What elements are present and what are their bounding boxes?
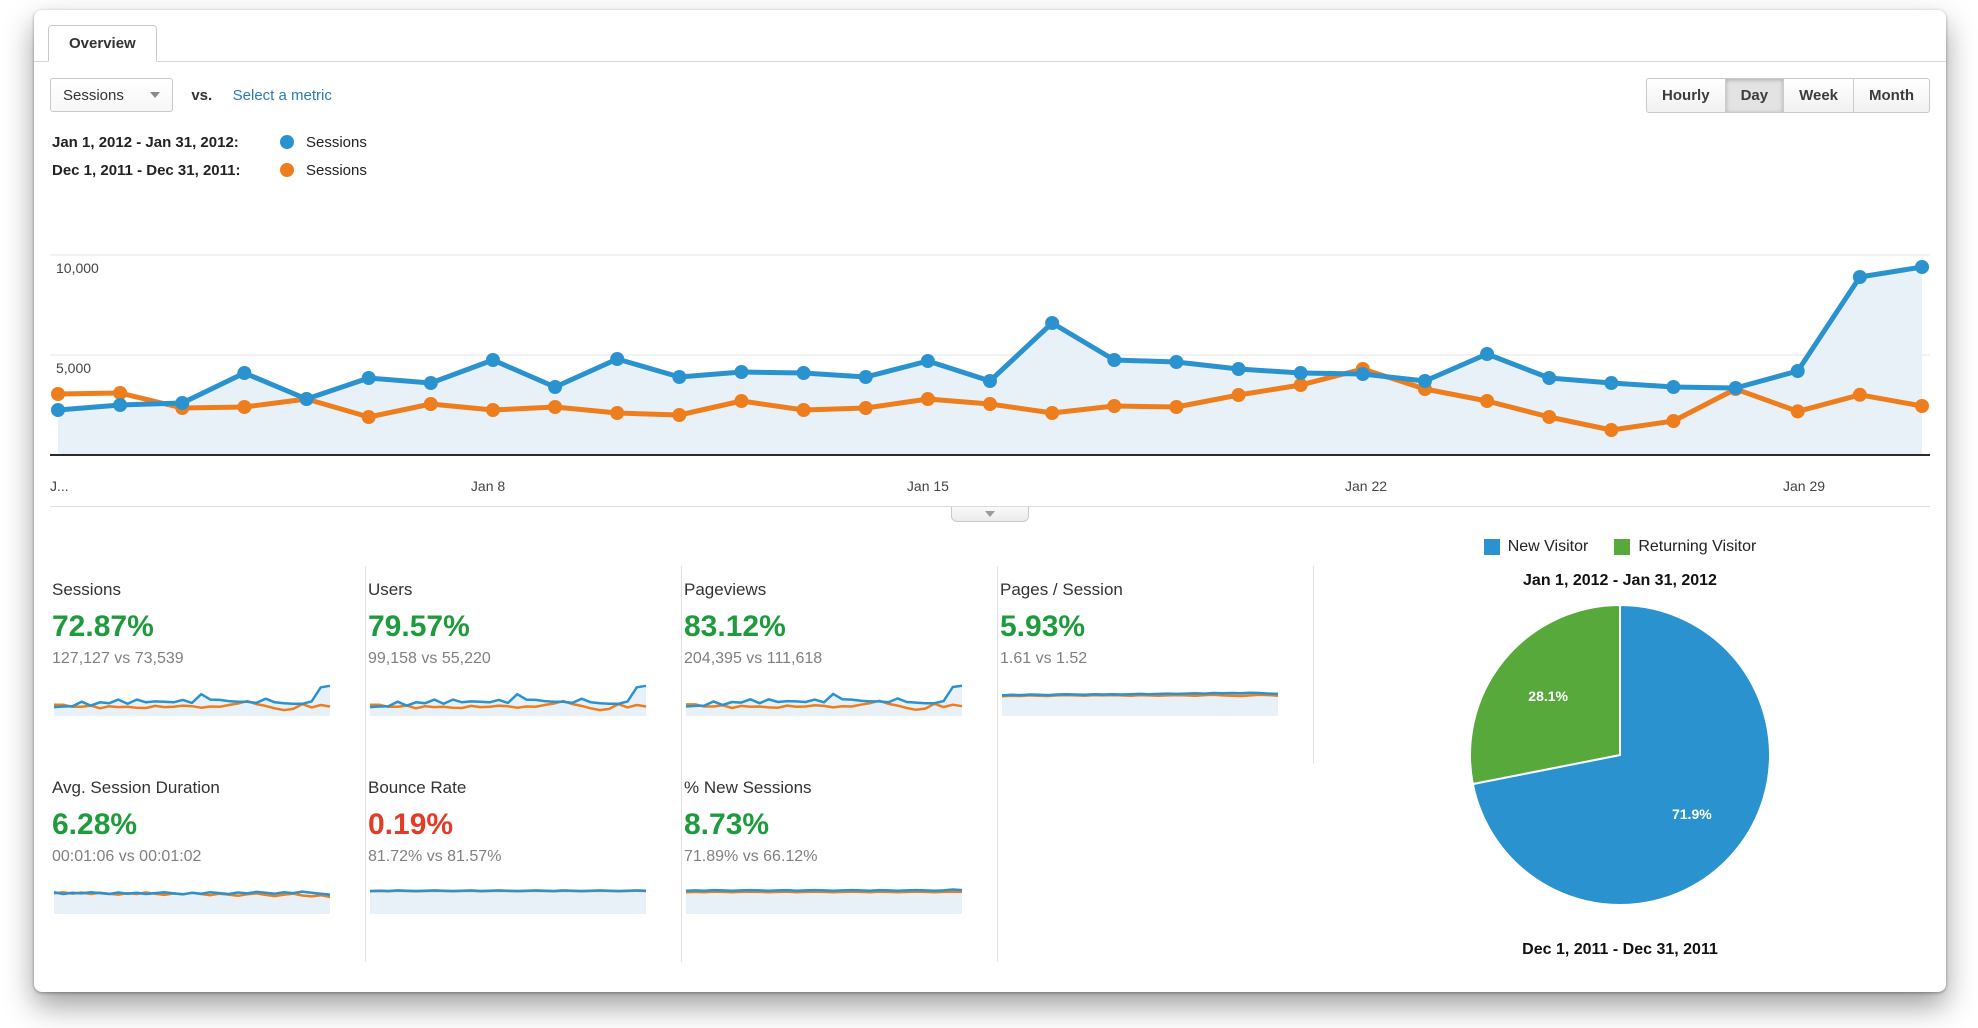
metric-change: 5.93% bbox=[1000, 610, 1086, 643]
sessions-timeseries-chart[interactable]: 5,000 10,000 bbox=[50, 240, 1930, 472]
visitor-type-section: New Visitor Returning Visitor Jan 1, 201… bbox=[1364, 538, 1876, 959]
metric-card-pages-session[interactable]: Pages / Session 5.93% 1.61 vs 1.52 bbox=[998, 566, 1314, 764]
metric-card-sessions[interactable]: Sessions 72.87% 127,127 vs 73,539 bbox=[50, 566, 366, 764]
metric-card-bounce-rate[interactable]: Bounce Rate 0.19% 81.72% vs 81.57% bbox=[366, 764, 682, 962]
metric-label: Users bbox=[368, 580, 413, 599]
legend-dot-current bbox=[280, 135, 294, 149]
metric-label: Pageviews bbox=[684, 580, 767, 599]
tab-bar: Overview bbox=[34, 24, 1946, 62]
pie-date-range-bottom: Dec 1, 2011 - Dec 31, 2011 bbox=[1522, 941, 1718, 958]
metric-detail: 127,127 vs 73,539 bbox=[52, 650, 184, 667]
x-tick-jan29: Jan 29 bbox=[1783, 478, 1826, 494]
metric-detail: 00:01:06 vs 00:01:02 bbox=[52, 848, 202, 865]
sparkline-bounce-rate bbox=[369, 889, 647, 914]
granularity-hourly-button[interactable]: Hourly bbox=[1647, 79, 1725, 112]
metric-change: 0.19% bbox=[368, 808, 454, 841]
sparkline-new-sessions bbox=[685, 888, 963, 914]
sparkline-pages-session bbox=[1001, 691, 1279, 716]
pie-legend-new-visitor: New Visitor bbox=[1483, 538, 1589, 556]
granularity-month-button[interactable]: Month bbox=[1853, 79, 1929, 112]
pie-date-range-top: Jan 1, 2012 - Jan 31, 2012 bbox=[1523, 572, 1717, 589]
chart-legend: Jan 1, 2012 - Jan 31, 2012: Sessions Dec… bbox=[52, 128, 367, 184]
legend-swatch-returning-visitor bbox=[1614, 539, 1631, 555]
x-tick-jan22: Jan 22 bbox=[1344, 478, 1388, 494]
metric-selector-dropdown[interactable]: Sessions bbox=[50, 78, 173, 112]
vs-label: vs. bbox=[191, 86, 213, 104]
chevron-down-icon bbox=[985, 511, 995, 517]
legend-row-current: Jan 1, 2012 - Jan 31, 2012: Sessions bbox=[52, 128, 367, 156]
metric-card-users[interactable]: Users 79.57% 99,158 vs 55,220 bbox=[366, 566, 682, 764]
select-a-metric-link[interactable]: Select a metric bbox=[232, 86, 332, 104]
sparkline-users bbox=[369, 684, 647, 716]
chevron-down-icon bbox=[149, 92, 160, 98]
collapse-handle[interactable] bbox=[951, 507, 1029, 522]
tab-overview[interactable]: Overview bbox=[48, 25, 157, 62]
overview-panel: Overview Sessions vs. Select a metric Ho… bbox=[34, 10, 1946, 992]
x-tick-jan15: Jan 15 bbox=[906, 478, 949, 494]
granularity-switcher: Hourly Day Week Month bbox=[1646, 78, 1930, 113]
metric-card-avg-session-duration[interactable]: Avg. Session Duration 6.28% 00:01:06 vs … bbox=[50, 764, 366, 962]
sparkline-sessions bbox=[53, 684, 331, 716]
metric-change: 6.28% bbox=[52, 808, 138, 841]
pie-legend-label: Returning Visitor bbox=[1638, 538, 1757, 555]
metric-card-empty bbox=[998, 764, 1314, 962]
metric-label: Sessions bbox=[52, 580, 121, 599]
legend-range-current: Jan 1, 2012 - Jan 31, 2012: bbox=[52, 133, 239, 151]
sparkline-avg-session-duration bbox=[53, 890, 331, 914]
metric-detail: 71.89% vs 66.12% bbox=[684, 848, 818, 865]
metric-card-new-sessions[interactable]: % New Sessions 8.73% 71.89% vs 66.12% bbox=[682, 764, 998, 962]
metric-label: Bounce Rate bbox=[368, 778, 467, 797]
svg-text:5,000: 5,000 bbox=[56, 360, 91, 376]
legend-dot-previous bbox=[280, 163, 294, 177]
metric-change: 83.12% bbox=[684, 610, 786, 643]
metric-change: 8.73% bbox=[684, 808, 770, 841]
pie-legend-label: New Visitor bbox=[1507, 538, 1589, 555]
metric-card-pageviews[interactable]: Pageviews 83.12% 204,395 vs 111,618 bbox=[682, 566, 998, 764]
svg-text:10,000: 10,000 bbox=[56, 260, 99, 276]
metric-detail: 81.72% vs 81.57% bbox=[368, 848, 502, 865]
legend-swatch-new-visitor bbox=[1483, 539, 1500, 555]
pie-legend-returning-visitor: Returning Visitor bbox=[1614, 538, 1756, 556]
metric-detail: 204,395 vs 111,618 bbox=[684, 650, 823, 667]
pie-legend: New Visitor Returning Visitor bbox=[1364, 538, 1876, 556]
legend-metric-previous: Sessions bbox=[306, 161, 367, 179]
chart-bottom-divider bbox=[50, 506, 1930, 507]
metric-selector-value: Sessions bbox=[63, 86, 124, 104]
x-axis-labels: J... Jan 8 Jan 15 Jan 22 Jan 29 bbox=[50, 478, 1930, 498]
visitor-type-pie-chart[interactable]: 71.9% 28.1% bbox=[1465, 600, 1775, 910]
x-tick-jan1: J... bbox=[50, 478, 69, 494]
metric-change: 79.57% bbox=[368, 610, 470, 643]
legend-range-previous: Dec 1, 2011 - Dec 31, 2011: bbox=[52, 161, 241, 179]
chart-controls: Sessions vs. Select a metric Hourly Day … bbox=[50, 78, 1930, 114]
svg-text:28.1%: 28.1% bbox=[1528, 688, 1568, 704]
metric-label: Pages / Session bbox=[1000, 580, 1123, 599]
metric-detail: 1.61 vs 1.52 bbox=[1000, 650, 1088, 667]
x-tick-jan8: Jan 8 bbox=[470, 478, 506, 494]
granularity-day-button[interactable]: Day bbox=[1724, 79, 1784, 112]
metric-label: % New Sessions bbox=[684, 778, 812, 797]
sparkline-pageviews bbox=[685, 684, 963, 716]
metric-label: Avg. Session Duration bbox=[52, 778, 220, 797]
svg-text:71.9%: 71.9% bbox=[1672, 806, 1712, 822]
legend-metric-current: Sessions bbox=[306, 133, 367, 151]
metric-cards-grid: Sessions 72.87% 127,127 vs 73,539 Users … bbox=[50, 566, 1314, 962]
metric-detail: 99,158 vs 55,220 bbox=[368, 650, 491, 667]
legend-row-previous: Dec 1, 2011 - Dec 31, 2011: Sessions bbox=[52, 156, 367, 184]
granularity-week-button[interactable]: Week bbox=[1783, 79, 1853, 112]
metric-change: 72.87% bbox=[52, 610, 154, 643]
